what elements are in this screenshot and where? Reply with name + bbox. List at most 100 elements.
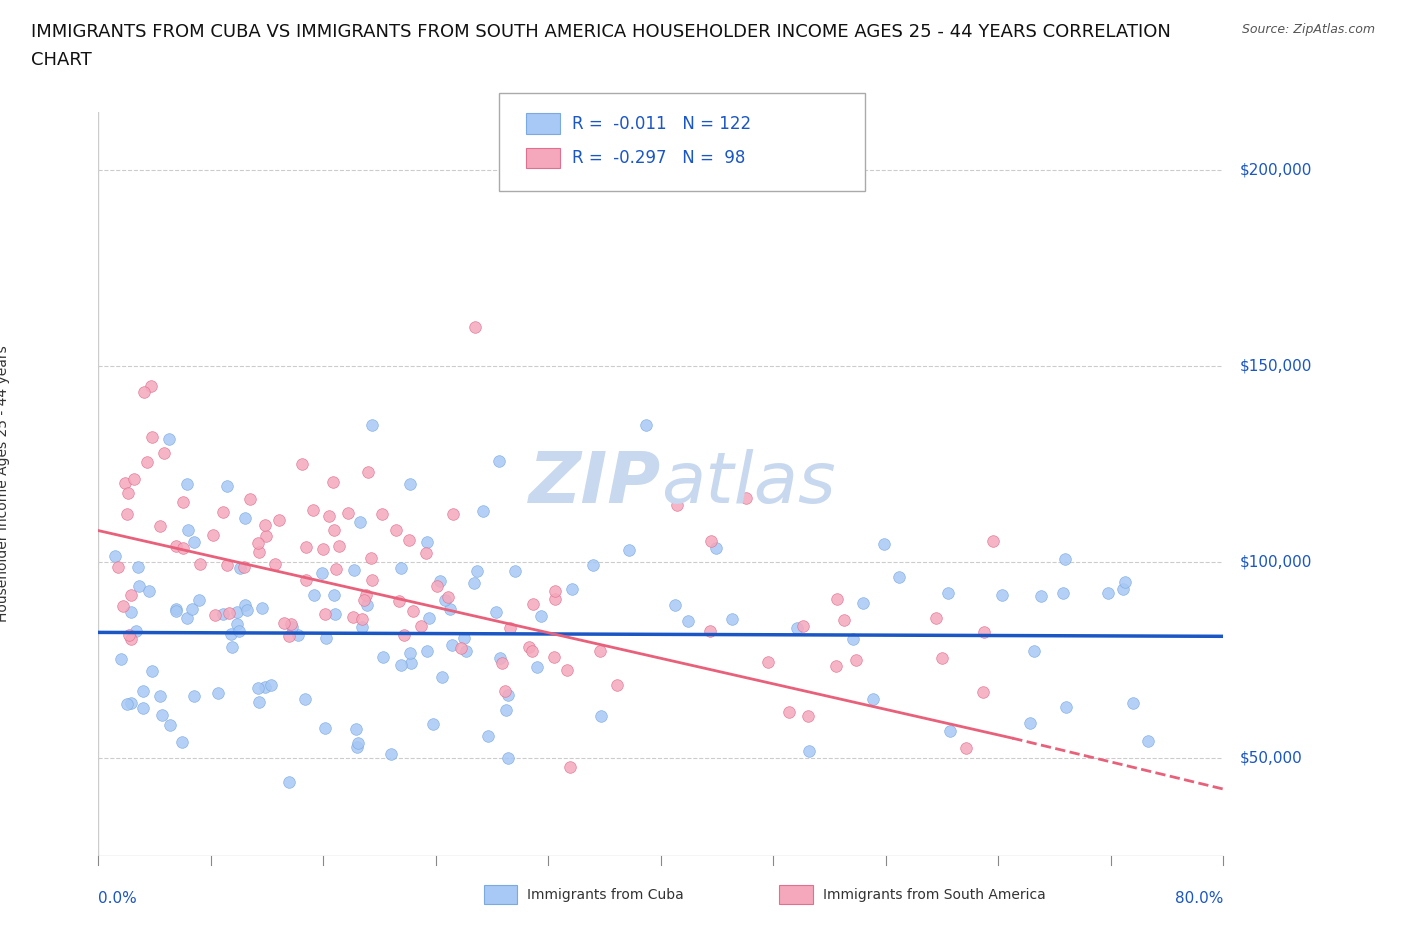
Point (429, 574, 451, 589)
Point (342, 610, 364, 625)
Point (990, 588, 1012, 603)
Point (165, 604, 187, 618)
Point (361, 572, 384, 587)
Point (441, 507, 464, 522)
Point (120, 696, 142, 711)
Point (277, 775, 299, 790)
Point (756, 655, 779, 670)
Point (315, 631, 337, 645)
Point (247, 545, 270, 560)
Point (278, 629, 301, 644)
Point (936, 585, 959, 600)
Point (312, 542, 335, 557)
Point (973, 625, 995, 640)
Point (558, 760, 581, 775)
Point (385, 523, 408, 538)
Point (389, 561, 412, 576)
Point (254, 680, 277, 695)
Point (225, 604, 247, 619)
Point (606, 678, 628, 693)
Text: 0.0%: 0.0% (98, 891, 138, 906)
Point (212, 504, 235, 519)
Point (530, 608, 553, 623)
Point (361, 418, 384, 432)
Point (218, 605, 240, 620)
Point (495, 702, 517, 717)
Point (291, 457, 314, 472)
Point (416, 644, 439, 659)
Point (389, 658, 412, 672)
Point (852, 595, 875, 610)
Point (797, 744, 820, 759)
Point (269, 512, 291, 527)
Point (522, 596, 544, 611)
Point (416, 534, 439, 549)
Text: $100,000: $100,000 (1240, 554, 1312, 569)
Point (1114, 575, 1136, 590)
Point (134, 384, 156, 399)
Point (128, 578, 150, 593)
Point (322, 474, 344, 489)
Point (704, 540, 727, 555)
Point (122, 472, 145, 486)
Point (233, 511, 256, 525)
Text: ZIP: ZIP (529, 449, 661, 518)
Point (472, 503, 495, 518)
Point (153, 445, 176, 460)
Point (165, 601, 187, 616)
Point (149, 518, 172, 533)
Point (411, 618, 433, 633)
Text: Householder Income Ages 25 - 44 years: Householder Income Ages 25 - 44 years (0, 345, 10, 622)
Point (204, 608, 226, 623)
Point (1054, 551, 1077, 566)
Point (221, 640, 243, 655)
Point (141, 429, 163, 444)
Point (931, 650, 953, 665)
Point (281, 619, 304, 634)
Point (392, 627, 415, 642)
Point (111, 599, 134, 614)
Point (131, 684, 153, 698)
Point (440, 637, 463, 652)
Point (463, 576, 485, 591)
Point (138, 583, 160, 598)
Point (972, 684, 994, 699)
Point (356, 598, 378, 613)
Point (132, 700, 155, 715)
Point (399, 645, 422, 660)
Point (219, 627, 242, 642)
Point (360, 551, 382, 565)
Point (825, 658, 848, 673)
Point (454, 644, 477, 658)
Point (439, 602, 461, 617)
Point (107, 560, 129, 575)
Point (873, 537, 896, 551)
Point (302, 502, 325, 517)
Point (555, 663, 578, 678)
Point (981, 534, 1004, 549)
Point (172, 540, 194, 555)
Point (254, 517, 277, 532)
Point (273, 616, 295, 631)
Point (1136, 734, 1159, 749)
Text: 80.0%: 80.0% (1175, 891, 1223, 906)
Point (294, 573, 316, 588)
Point (561, 581, 583, 596)
Point (207, 685, 229, 700)
Point (115, 507, 138, 522)
Point (343, 563, 366, 578)
Point (792, 618, 814, 633)
Text: CHART: CHART (31, 51, 91, 69)
Point (488, 454, 510, 469)
Point (422, 716, 444, 731)
Point (398, 476, 420, 491)
Point (225, 617, 247, 631)
Point (157, 432, 180, 446)
Point (1019, 715, 1042, 730)
Point (544, 591, 567, 606)
Point (544, 583, 567, 598)
Point (388, 593, 411, 608)
Point (415, 545, 437, 560)
Point (110, 651, 132, 666)
Point (1052, 586, 1074, 601)
